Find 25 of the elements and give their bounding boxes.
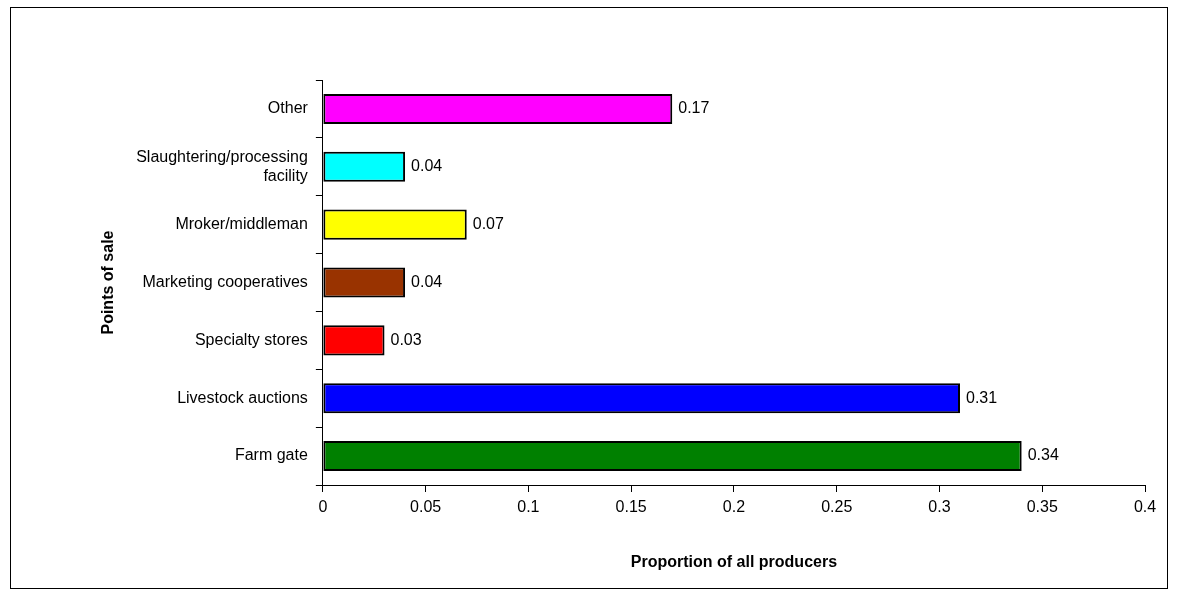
y-axis-title: Points of sale (99, 230, 117, 335)
x-tick-label: 0.15 (615, 498, 647, 516)
y-tick-label: Mroker/middleman (175, 215, 308, 233)
data-label: 0.03 (390, 330, 422, 348)
data-label: 0.07 (472, 215, 504, 233)
x-tick-label: 0.25 (821, 498, 853, 516)
y-tick-label: Other (267, 99, 309, 117)
x-tick-label: 0.3 (928, 498, 951, 516)
x-tick-label: 0 (318, 498, 328, 516)
data-label: 0.34 (1027, 446, 1059, 464)
y-tick-label: Slaughtering/processing facility (136, 147, 308, 184)
data-label: 0.31 (966, 388, 998, 406)
x-axis-title: Proportion of all producers (630, 552, 838, 570)
data-label: 0.17 (678, 99, 710, 117)
data-label: 0.04 (411, 157, 443, 175)
y-tick-label: Marketing cooperatives (142, 272, 308, 290)
data-label: 0.04 (411, 272, 443, 290)
x-tick-label: 0.2 (722, 498, 746, 516)
x-tick-label: 0.35 (1026, 498, 1058, 516)
y-tick-label: Specialty stores (194, 330, 308, 348)
y-tick-label: Farm gate (234, 446, 308, 464)
x-tick-label: 0.1 (517, 498, 540, 516)
y-tick-label: Livestock auctions (177, 388, 308, 406)
x-tick-label: 0.05 (410, 498, 442, 516)
x-tick-label: 0.4 (1133, 498, 1157, 516)
